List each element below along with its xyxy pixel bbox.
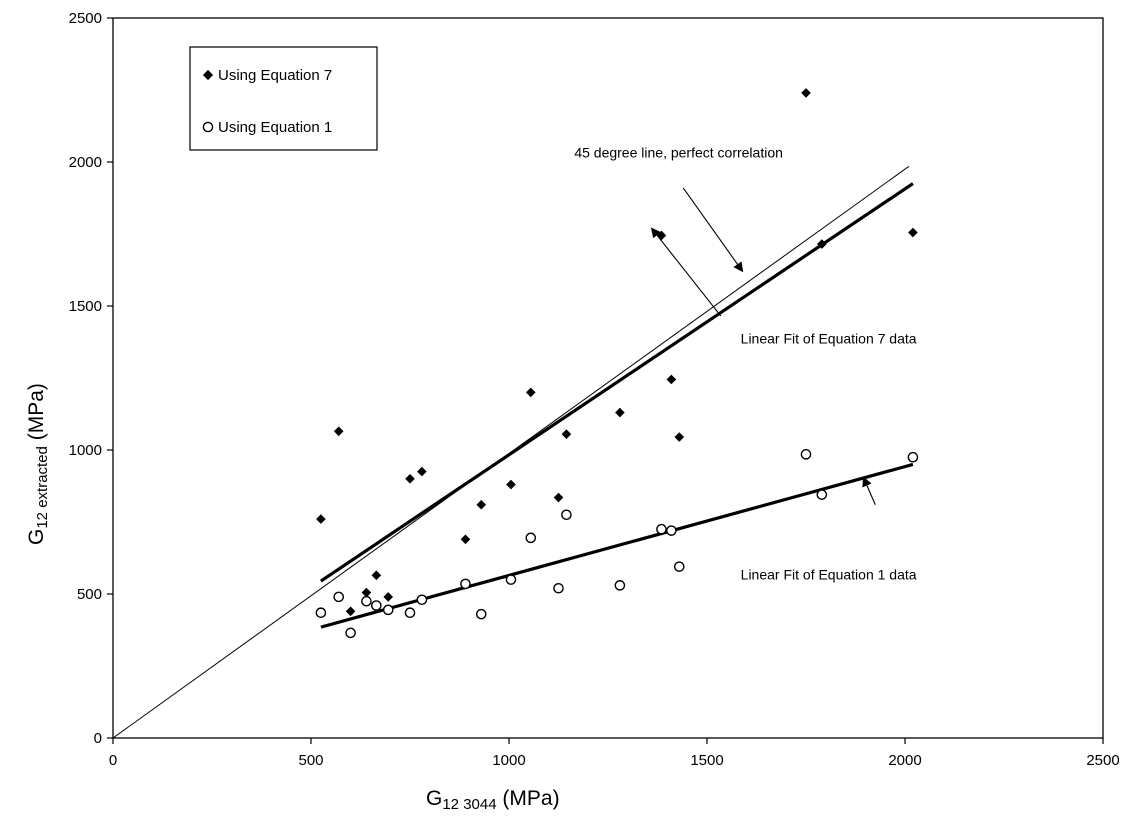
data-point-equation-1 bbox=[816, 489, 828, 500]
data-point-equation-1 bbox=[907, 451, 919, 463]
legend-label-equation-1: Using Equation 1 bbox=[218, 119, 332, 136]
data-point-equation-1 bbox=[460, 578, 471, 590]
data-point-equation-1 bbox=[475, 608, 487, 620]
data-point-equation-7 bbox=[371, 570, 382, 581]
y-axis-title: G12 extracted (MPa) bbox=[25, 383, 51, 545]
data-point-equation-7 bbox=[383, 592, 394, 602]
data-point-equation-7 bbox=[316, 514, 326, 524]
y-tick-label: 2500 bbox=[69, 10, 102, 27]
data-point-equation-7 bbox=[333, 426, 344, 437]
data-point-equation-1 bbox=[553, 582, 564, 594]
annotation-label: Linear Fit of Equation 1 data bbox=[741, 567, 917, 583]
data-point-equation-1 bbox=[345, 627, 356, 639]
y-tick-label: 1000 bbox=[69, 442, 102, 459]
data-point-equation-1 bbox=[315, 607, 327, 619]
data-point-equation-7 bbox=[405, 473, 415, 484]
data-point-equation-1 bbox=[656, 523, 667, 535]
data-point-equation-7 bbox=[615, 407, 625, 418]
x-tick-label: 2000 bbox=[888, 752, 921, 769]
annotation-label: Linear Fit of Equation 7 data bbox=[741, 330, 917, 346]
series-1 bbox=[316, 88, 918, 617]
data-point-equation-1 bbox=[361, 595, 372, 607]
data-point-equation-1 bbox=[382, 604, 394, 616]
x-tick-label: 500 bbox=[298, 752, 323, 769]
fit-equation-1-line bbox=[320, 462, 914, 629]
data-series bbox=[315, 88, 919, 639]
data-point-equation-1 bbox=[561, 509, 572, 521]
data-point-equation-7 bbox=[553, 492, 564, 503]
x-axis-ticks: 0 500 1000 1500 2000 2500 bbox=[109, 738, 1120, 769]
data-point-equation-1 bbox=[666, 525, 677, 536]
data-point-equation-1 bbox=[371, 600, 382, 611]
x-tick-label: 1000 bbox=[492, 752, 525, 769]
legend: Using Equation 7 Using Equation 1 bbox=[189, 46, 378, 151]
legend-marker-equation-7 bbox=[202, 69, 214, 81]
legend-marker-equation-1 bbox=[202, 121, 214, 133]
data-point-equation-7 bbox=[506, 479, 516, 490]
x-tick-label: 0 bbox=[109, 752, 117, 769]
data-point-equation-1 bbox=[800, 449, 812, 460]
annotation-label: 45 degree line, perfect correlation bbox=[574, 145, 783, 161]
x-axis-title: G12 3044 (MPa) bbox=[426, 787, 560, 813]
y-tick-label: 0 bbox=[94, 730, 102, 747]
data-point-equation-7 bbox=[525, 387, 536, 398]
reference-lines bbox=[112, 165, 914, 739]
annotations: 45 degree line, perfect correlation Linea… bbox=[574, 145, 916, 583]
data-point-equation-7 bbox=[460, 534, 471, 545]
data-point-equation-1 bbox=[404, 607, 416, 619]
data-point-equation-7 bbox=[476, 499, 487, 510]
fit-equation-7-line bbox=[320, 182, 914, 583]
data-point-equation-1 bbox=[614, 580, 626, 591]
data-point-equation-7 bbox=[345, 606, 356, 617]
data-point-equation-1 bbox=[673, 561, 685, 572]
legend-label-equation-7: Using Equation 7 bbox=[218, 67, 332, 84]
plot-area-frame bbox=[112, 17, 1104, 739]
legend-box bbox=[189, 46, 378, 151]
y-axis-ticks: 0 500 1000 1500 2000 2500 bbox=[69, 10, 113, 747]
data-point-equation-7 bbox=[666, 374, 677, 385]
data-point-equation-1 bbox=[525, 532, 537, 544]
data-point-equation-7 bbox=[561, 429, 572, 439]
data-point-equation-7 bbox=[417, 466, 427, 477]
data-point-equation-7 bbox=[801, 88, 811, 98]
x-tick-label: 2500 bbox=[1086, 752, 1119, 769]
x-tick-label: 1500 bbox=[690, 752, 723, 769]
data-point-equation-1 bbox=[333, 591, 345, 603]
y-tick-label: 2000 bbox=[69, 154, 102, 171]
y-tick-label: 1500 bbox=[69, 298, 102, 315]
annotation-arrow bbox=[862, 476, 876, 505]
annotation-arrow bbox=[682, 187, 744, 273]
y-tick-label: 500 bbox=[77, 586, 102, 603]
data-point-equation-1 bbox=[505, 574, 517, 585]
annotation-arrow bbox=[650, 227, 722, 317]
data-point-equation-7 bbox=[674, 432, 685, 442]
series-2 bbox=[315, 449, 919, 639]
data-point-equation-7 bbox=[656, 230, 667, 241]
data-point-equation-7 bbox=[908, 227, 918, 238]
data-point-equation-1 bbox=[416, 594, 428, 606]
